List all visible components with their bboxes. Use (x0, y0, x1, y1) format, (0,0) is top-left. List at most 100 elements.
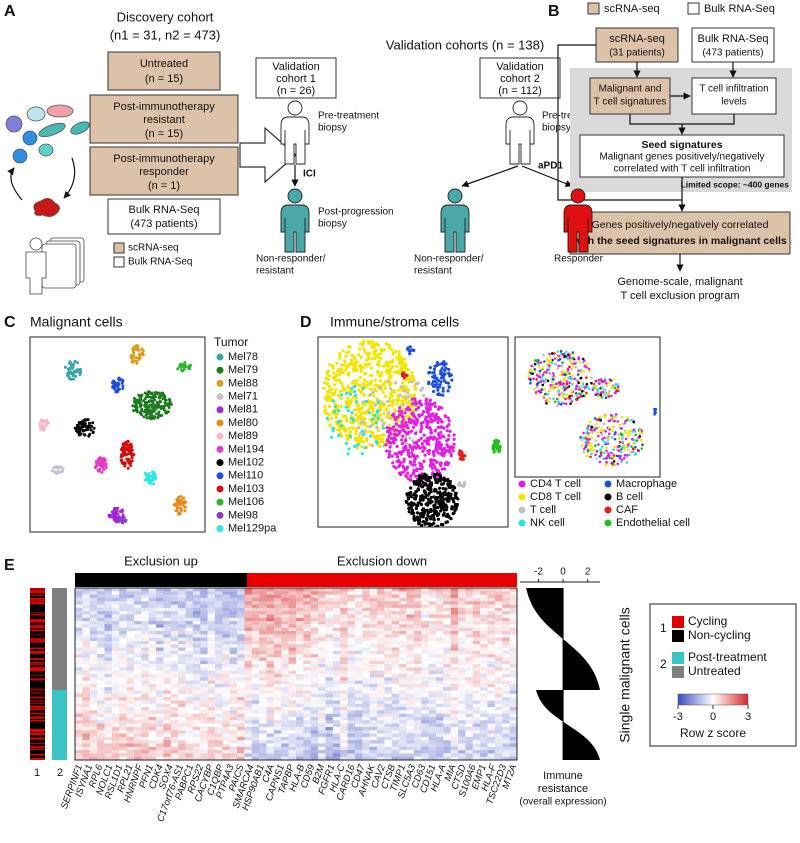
heat-cell (399, 598, 407, 602)
heat-cell (186, 657, 194, 661)
heat-cell (318, 684, 326, 688)
cell-dot (330, 417, 333, 420)
heat-cell (208, 601, 216, 605)
heat-cell (325, 667, 333, 671)
heat-cell (340, 681, 348, 685)
heat-cell (325, 608, 333, 612)
cell-dot (353, 385, 356, 388)
cell-dot (446, 482, 449, 485)
cell-dot (400, 385, 403, 388)
heat-cell (303, 608, 311, 612)
box-text: cohort 2 (500, 73, 540, 85)
cell-dot (400, 410, 403, 413)
heat-cell (429, 677, 437, 681)
cell-dot (335, 414, 338, 417)
heat-cell (473, 598, 481, 602)
heat-cell (473, 624, 481, 628)
heat-cell (414, 684, 422, 688)
heat-cell (97, 628, 105, 632)
heat-cell (318, 687, 326, 691)
outcome: resistant (414, 266, 452, 277)
heat-cell (186, 684, 194, 688)
cell-dot (576, 395, 579, 398)
cell-dot (570, 368, 573, 371)
heat-cell (200, 598, 208, 602)
cell-dot (364, 403, 367, 406)
cell-dot (346, 364, 349, 367)
cell-dot (396, 455, 399, 458)
cell-dot (387, 379, 390, 382)
cycle-arrow (11, 168, 22, 200)
heat-cell (186, 598, 194, 602)
heat-cell (303, 605, 311, 609)
heat-cell (458, 591, 466, 595)
cell-dot (325, 398, 328, 401)
heat-cell (222, 674, 230, 678)
cell-dot (600, 396, 603, 399)
heat-cell (163, 661, 171, 665)
cell-dot (170, 403, 173, 406)
cell-dot (361, 452, 364, 455)
box-text: Post-immunotherapy (113, 153, 215, 165)
heat-cell (82, 667, 90, 671)
heat-cell (252, 628, 260, 632)
heat-cell (384, 601, 392, 605)
cell-dot (552, 397, 555, 400)
heat-cell (421, 605, 429, 609)
cell-dot (579, 377, 582, 380)
heat-cell (370, 664, 378, 668)
cell-dot (418, 501, 421, 504)
heat-cell (355, 598, 363, 602)
heat-cell (392, 657, 400, 661)
cell-dot (168, 406, 171, 409)
heat-cell (443, 664, 451, 668)
cell-dot (435, 461, 438, 464)
heat-cell (230, 677, 238, 681)
heat-cell (473, 654, 481, 658)
cell-dot (134, 403, 137, 406)
cell-dot (139, 411, 142, 414)
heat-cell (75, 641, 83, 645)
heat-cell (149, 684, 157, 688)
heat-cell (340, 667, 348, 671)
heat-cell (488, 611, 496, 615)
cell-dot (398, 358, 401, 361)
cell-dot (326, 417, 329, 420)
heat-cell (392, 681, 400, 685)
heat-cell (355, 671, 363, 675)
cell-dot (537, 382, 540, 385)
heat-cell (134, 601, 142, 605)
cell-dot (409, 486, 412, 489)
cell-dot (392, 351, 395, 354)
heat-cell (208, 618, 216, 622)
heat-cell (340, 588, 348, 592)
validation-title: Validation cohorts (n = 138) (386, 37, 544, 52)
cell-dot (369, 406, 372, 409)
heat-cell (75, 657, 83, 661)
heat-cell (215, 591, 223, 595)
cell-dot (406, 471, 409, 474)
heat-cell (414, 605, 422, 609)
cell-dot (360, 436, 363, 439)
heat-cell (465, 657, 473, 661)
heat-cell (82, 634, 90, 638)
heat-cell (112, 595, 120, 599)
cell-dot (340, 368, 343, 371)
heat-cell (244, 664, 252, 668)
heat-cell (237, 611, 245, 615)
cell-dot (414, 474, 417, 477)
heat-cell (289, 671, 297, 675)
cell-dot (369, 374, 372, 377)
heat-cell (90, 661, 98, 665)
heat-cell (149, 657, 157, 661)
cell-dot (635, 440, 638, 443)
cell-dot (361, 416, 364, 419)
cell-dot (403, 357, 406, 360)
heat-cell (443, 634, 451, 638)
cell-dot (447, 434, 450, 437)
cell-dot (564, 355, 567, 358)
heat-cell (414, 648, 422, 652)
cell-dot (124, 519, 127, 522)
heat-cell (127, 618, 135, 622)
